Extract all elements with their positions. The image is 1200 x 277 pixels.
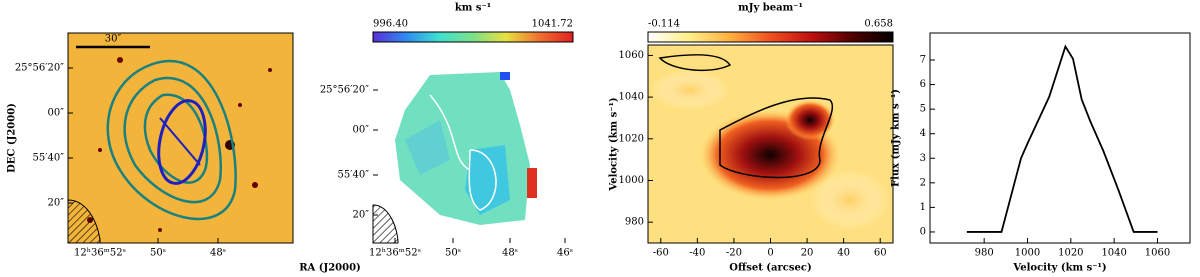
y-axis-label: Flux (mJy km s⁻¹): [891, 89, 902, 187]
scalebar-label: 30″: [105, 34, 122, 45]
x-tick-label: 50ˢ: [445, 248, 461, 259]
x-axis-label: Offset (arcsec): [729, 263, 811, 274]
y-tick-label: 1020: [619, 133, 644, 144]
y-tick-label: 2: [920, 177, 926, 188]
y-tick-label: 25°56′20″: [15, 63, 64, 74]
x-tick-label: 980: [975, 248, 994, 259]
spectrum-line: [966, 44, 1158, 233]
y-tick-label: 5: [920, 104, 926, 115]
y-tick-label: 20″: [353, 210, 370, 221]
x-tick-label: 1060: [1145, 248, 1170, 259]
x-tick-label: 12ʰ36ᵐ52ˢ: [74, 248, 126, 259]
y-tick-label: 25°56′20″: [320, 85, 369, 96]
x-tick-label: -40: [689, 248, 705, 259]
y-axis-label: DEC (J2000): [7, 103, 18, 173]
x-tick-label: -60: [653, 248, 669, 259]
y-tick-label: 3: [920, 153, 926, 164]
y-tick-label: 55′40″: [33, 153, 65, 164]
colorbar-tick-label: 0.658: [864, 19, 893, 30]
x-tick-label: -20: [726, 248, 742, 259]
colorbar-tick-label: -0.114: [648, 19, 680, 30]
x-tick-label: 0: [767, 248, 773, 259]
pv-diagram: [647, 44, 894, 244]
y-tick-label: 7: [920, 55, 926, 66]
x-tick-label: 48ˢ: [502, 248, 518, 259]
y-tick-label: 1000: [619, 175, 644, 186]
y-tick-label: 00″: [353, 125, 370, 136]
x-tick-label: 20: [801, 248, 814, 259]
colorbar: [647, 31, 894, 43]
plot-frame: [929, 32, 1191, 244]
x-axis-label: Velocity (km s⁻¹): [1012, 263, 1106, 274]
y-axis-label: Velocity (km s⁻¹): [609, 97, 620, 191]
y-tick-label: 1060: [619, 50, 644, 61]
x-tick-label: 46ˢ: [557, 248, 573, 259]
colorbar-label: mJy beam⁻¹: [738, 3, 803, 14]
x-tick-label: 48ˢ: [210, 248, 226, 259]
velocity-field: [372, 72, 537, 244]
x-tick-label: 1020: [1058, 248, 1083, 259]
colorbar: [372, 31, 574, 43]
x-axis-label: RA (J2000): [299, 263, 361, 274]
x-tick-label: 12ʰ36ᵐ52ˢ: [369, 248, 421, 259]
colorbar-tick-label: 996.40: [373, 19, 408, 30]
x-tick-label: 1000: [1015, 248, 1040, 259]
y-tick-label: 00″: [48, 108, 65, 119]
y-tick-label: 4: [920, 128, 926, 139]
y-tick-label: 20″: [48, 198, 65, 209]
y-tick-label: 1: [920, 202, 926, 213]
y-tick-label: 0: [920, 226, 926, 237]
x-tick-label: 40: [837, 248, 850, 259]
x-tick-label: 1040: [1101, 248, 1126, 259]
y-tick-label: 980: [625, 217, 644, 228]
optical-image: [67, 32, 294, 244]
y-tick-label: 1040: [619, 92, 644, 103]
y-tick-label: 55′40″: [338, 170, 370, 181]
x-tick-label: 60: [874, 248, 887, 259]
colorbar-tick-label: 1041.72: [532, 19, 573, 30]
y-tick-label: 6: [920, 79, 926, 90]
colorbar-label: km s⁻¹: [455, 3, 491, 14]
x-tick-label: 50ˢ: [150, 248, 166, 259]
